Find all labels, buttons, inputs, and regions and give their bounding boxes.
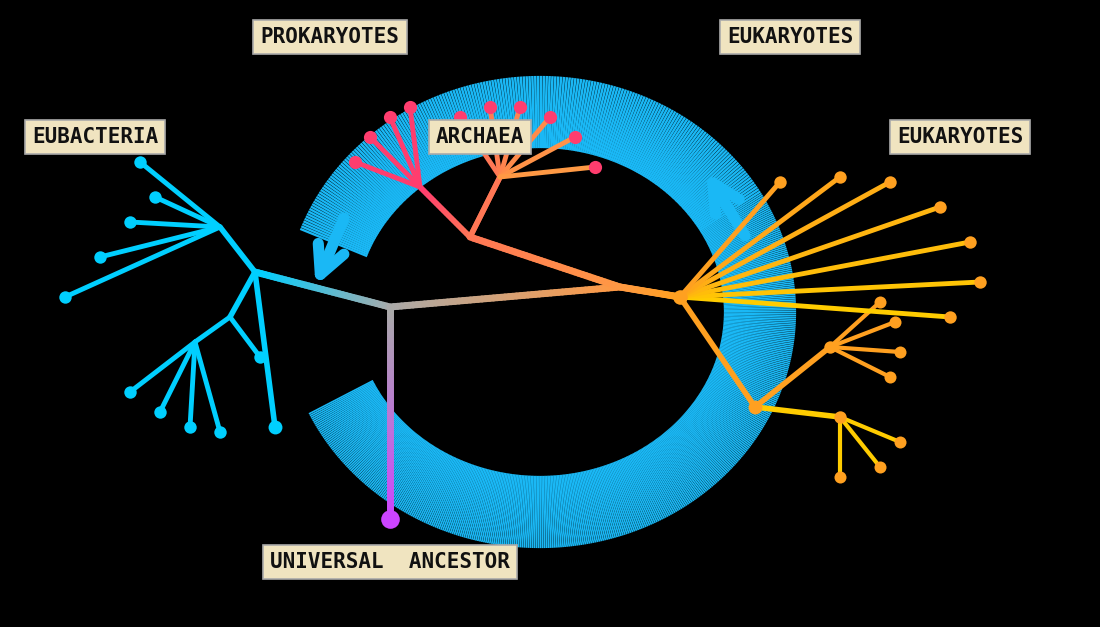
Point — [382, 112, 399, 122]
Point — [832, 172, 849, 182]
Text: EUKARYOTES: EUKARYOTES — [727, 27, 854, 47]
Point — [151, 407, 168, 417]
Point — [887, 317, 904, 327]
Point — [891, 437, 909, 447]
Point — [512, 102, 529, 112]
Point — [586, 162, 604, 172]
Point — [971, 277, 989, 287]
Point — [746, 402, 763, 412]
Point — [211, 427, 229, 437]
Point — [56, 292, 74, 302]
Point — [771, 177, 789, 187]
Point — [541, 112, 559, 122]
Point — [182, 422, 199, 432]
Point — [891, 347, 909, 357]
Point — [146, 192, 164, 202]
Point — [451, 112, 469, 122]
Point — [131, 157, 149, 167]
Point — [251, 352, 268, 362]
Text: PROKARYOTES: PROKARYOTES — [261, 27, 399, 47]
Point — [566, 132, 584, 142]
Point — [671, 292, 689, 302]
Point — [266, 422, 284, 432]
Text: ARCHAEA: ARCHAEA — [436, 127, 525, 147]
Point — [871, 462, 889, 472]
Point — [402, 102, 419, 112]
Point — [881, 372, 899, 382]
Point — [91, 252, 109, 262]
Point — [881, 177, 899, 187]
Point — [932, 202, 949, 212]
Point — [822, 342, 839, 352]
Point — [481, 102, 498, 112]
Text: EUKARYOTES: EUKARYOTES — [896, 127, 1023, 147]
Point — [961, 237, 979, 247]
Point — [832, 412, 849, 422]
Text: EUBACTERIA: EUBACTERIA — [32, 127, 158, 147]
Point — [121, 387, 139, 397]
Point — [832, 472, 849, 482]
Point — [942, 312, 959, 322]
Point — [361, 132, 378, 142]
Point — [346, 157, 364, 167]
Point — [382, 514, 399, 524]
Text: UNIVERSAL  ANCESTOR: UNIVERSAL ANCESTOR — [271, 552, 510, 572]
Point — [121, 217, 139, 227]
Point — [871, 297, 889, 307]
